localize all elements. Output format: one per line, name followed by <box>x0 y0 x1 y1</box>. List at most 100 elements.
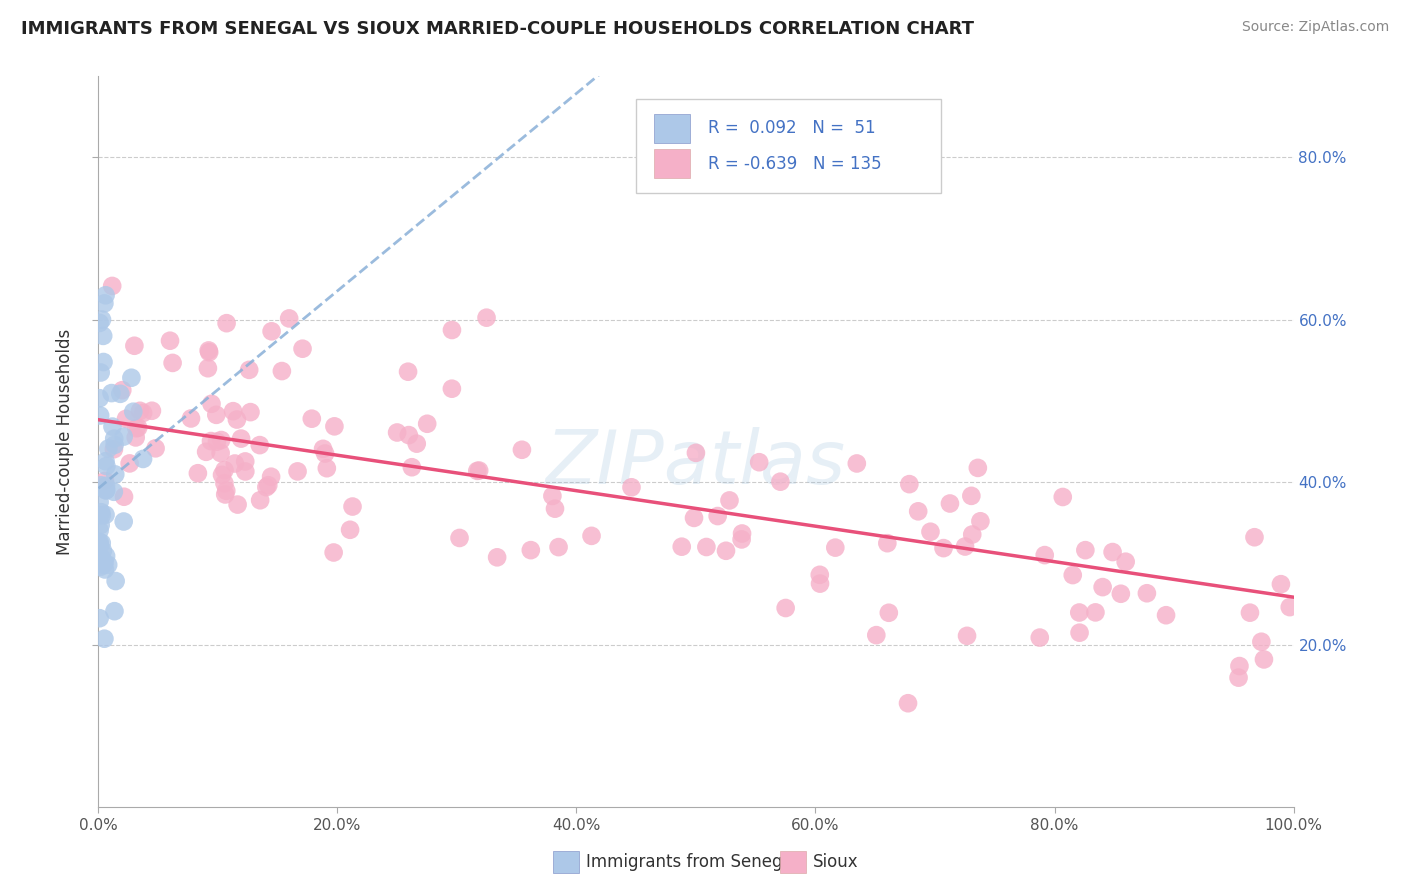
Point <box>94 508 117 522</box>
Point <box>257 478 280 492</box>
Point <box>449 531 471 545</box>
Point <box>706 509 728 524</box>
Point <box>200 397 222 411</box>
Point <box>920 524 942 539</box>
Point <box>89 537 111 551</box>
Point <box>91 329 114 343</box>
Point <box>718 493 741 508</box>
Point <box>103 604 125 618</box>
Point <box>824 541 846 555</box>
Point <box>1101 545 1123 559</box>
Point <box>104 574 127 588</box>
Point <box>238 363 260 377</box>
Point <box>103 484 125 499</box>
Point <box>94 483 117 498</box>
Text: Sioux: Sioux <box>813 853 859 871</box>
Point <box>226 498 249 512</box>
Point <box>249 493 271 508</box>
Point <box>93 556 115 570</box>
Point <box>233 465 256 479</box>
Point <box>112 515 135 529</box>
Point <box>104 438 127 452</box>
Point <box>214 487 236 501</box>
Point <box>960 489 983 503</box>
Point <box>94 479 117 493</box>
Point <box>91 558 114 572</box>
Point <box>229 432 252 446</box>
Point <box>214 463 236 477</box>
Point <box>966 461 988 475</box>
Point <box>209 433 232 447</box>
Point <box>730 533 752 547</box>
FancyBboxPatch shape <box>654 114 690 143</box>
Point <box>89 495 111 509</box>
Point <box>339 523 361 537</box>
Text: ZIPatlas: ZIPatlas <box>546 427 846 500</box>
Point <box>127 420 149 434</box>
Point <box>301 411 323 425</box>
Y-axis label: Married-couple Households: Married-couple Households <box>56 328 75 555</box>
Point <box>385 425 408 440</box>
Point <box>215 483 238 498</box>
Point <box>671 540 693 554</box>
Point <box>323 419 346 434</box>
Point <box>1084 606 1107 620</box>
Point <box>314 446 336 460</box>
Point <box>141 403 163 417</box>
Point <box>124 339 146 353</box>
Point <box>270 364 292 378</box>
Point <box>254 480 277 494</box>
Point <box>211 467 233 482</box>
Point <box>187 467 209 481</box>
Point <box>122 405 145 419</box>
Point <box>775 601 797 615</box>
Point <box>1069 606 1091 620</box>
Point <box>342 500 364 514</box>
Point <box>89 611 111 625</box>
Point <box>541 489 564 503</box>
Point <box>468 464 491 478</box>
Point <box>897 696 920 710</box>
Point <box>475 310 498 325</box>
Point <box>89 553 111 567</box>
Point <box>197 361 219 376</box>
Point <box>205 408 228 422</box>
Point <box>520 543 543 558</box>
Point <box>89 316 111 330</box>
Point <box>115 412 138 426</box>
Point <box>1243 530 1265 544</box>
FancyBboxPatch shape <box>654 149 690 178</box>
Point <box>1109 587 1132 601</box>
Point <box>94 483 117 498</box>
Point <box>94 474 117 488</box>
Point <box>877 606 900 620</box>
Point <box>312 442 335 456</box>
Point <box>322 545 344 559</box>
Point <box>162 356 184 370</box>
Point <box>94 562 117 576</box>
Point <box>198 345 221 359</box>
Point <box>96 458 118 473</box>
Point <box>769 475 792 489</box>
Point <box>120 370 142 384</box>
Point <box>180 411 202 425</box>
Point <box>93 296 115 310</box>
Point <box>291 342 314 356</box>
Point <box>1062 568 1084 582</box>
Point <box>1227 671 1250 685</box>
Point <box>90 505 112 519</box>
FancyBboxPatch shape <box>637 99 941 193</box>
Point <box>260 324 283 338</box>
Point <box>91 312 114 326</box>
Point <box>215 316 238 330</box>
Point <box>547 540 569 554</box>
Point <box>1270 577 1292 591</box>
Point <box>398 428 420 442</box>
Text: IMMIGRANTS FROM SENEGAL VS SIOUX MARRIED-COUPLE HOUSEHOLDS CORRELATION CHART: IMMIGRANTS FROM SENEGAL VS SIOUX MARRIED… <box>21 20 974 37</box>
Point <box>1250 634 1272 648</box>
Point <box>249 438 271 452</box>
Point <box>93 632 115 646</box>
Point <box>287 464 309 478</box>
Point <box>898 477 921 491</box>
Point <box>159 334 181 348</box>
